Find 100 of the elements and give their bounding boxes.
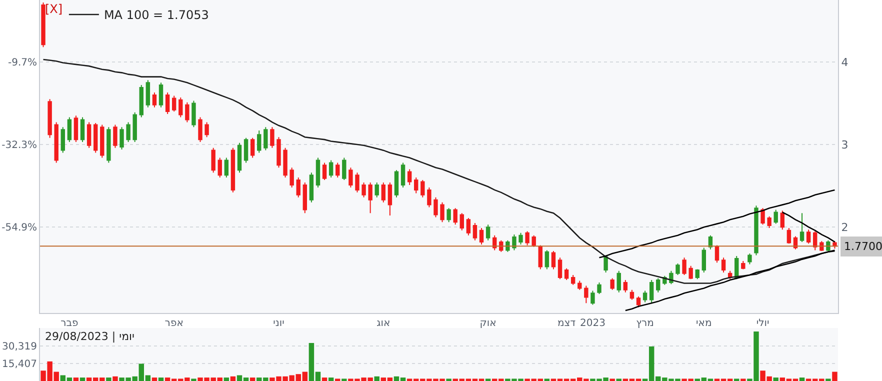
candlestick bbox=[630, 289, 634, 300]
candlestick bbox=[394, 170, 399, 198]
candlestick bbox=[786, 227, 792, 244]
candlestick bbox=[453, 208, 458, 226]
candlestick bbox=[224, 157, 229, 178]
candlestick bbox=[826, 240, 830, 252]
candlestick bbox=[486, 224, 490, 241]
candlestick bbox=[41, 2, 46, 48]
bar bbox=[799, 378, 805, 381]
candlestick bbox=[146, 80, 150, 108]
y2-tick-label: -9.7% bbox=[8, 57, 37, 68]
candlestick bbox=[597, 282, 602, 295]
candlestick bbox=[276, 136, 281, 168]
candlestick bbox=[800, 212, 804, 242]
annotation: [X] bbox=[45, 2, 63, 16]
candlestick bbox=[721, 257, 726, 274]
candlestick bbox=[355, 172, 360, 193]
candlestick bbox=[642, 290, 648, 303]
bar bbox=[230, 376, 236, 381]
candlestick bbox=[158, 82, 164, 108]
x-tick-label: פבר bbox=[60, 318, 78, 329]
candlestick bbox=[695, 268, 700, 280]
candlestick bbox=[532, 234, 536, 248]
candlestick bbox=[86, 122, 92, 148]
candlestick bbox=[414, 177, 418, 194]
candlestick bbox=[525, 230, 530, 246]
candlestick bbox=[322, 162, 327, 181]
line-series bbox=[598, 189, 836, 258]
candlestick bbox=[290, 167, 294, 188]
candlestick bbox=[551, 250, 556, 270]
candlestick bbox=[283, 147, 288, 178]
bar bbox=[374, 376, 380, 381]
candlestick bbox=[538, 244, 542, 270]
candlestick bbox=[296, 177, 300, 198]
candlestick bbox=[342, 157, 346, 181]
candlestick bbox=[682, 257, 686, 276]
x-tick-label: אוג bbox=[376, 318, 390, 329]
candlestick bbox=[400, 162, 406, 188]
candlestick bbox=[192, 100, 196, 128]
bar bbox=[328, 378, 334, 381]
candlestick bbox=[427, 186, 432, 208]
x-tick-label: מאי bbox=[696, 318, 712, 329]
candlestick bbox=[211, 147, 216, 174]
candlestick bbox=[381, 182, 386, 203]
candlestick bbox=[106, 126, 111, 164]
candlestick bbox=[656, 278, 660, 293]
candlestick bbox=[623, 279, 628, 293]
candlestick bbox=[806, 229, 811, 244]
candlestick bbox=[132, 112, 137, 143]
bar bbox=[224, 378, 230, 381]
ref-line-label: 1.7700 bbox=[844, 240, 882, 253]
candlestick bbox=[479, 227, 484, 245]
candlestick bbox=[420, 180, 425, 198]
candlestick bbox=[309, 172, 314, 203]
candlestick bbox=[590, 290, 595, 306]
candlestick bbox=[610, 278, 614, 290]
candlestick bbox=[676, 262, 680, 276]
candlestick bbox=[362, 182, 366, 198]
candlestick bbox=[100, 124, 104, 158]
candlestick bbox=[434, 196, 438, 218]
candlestick bbox=[440, 202, 444, 223]
bar bbox=[832, 372, 838, 381]
candlestick bbox=[813, 230, 818, 251]
y2-tick-label: -54.9% bbox=[2, 222, 37, 234]
candlestick bbox=[578, 280, 582, 290]
candlestick bbox=[564, 268, 569, 280]
x-tick-label: אפר bbox=[164, 318, 184, 329]
candlestick bbox=[741, 260, 746, 270]
candlestick bbox=[472, 222, 478, 241]
y-tick-label: 2 bbox=[841, 220, 848, 234]
candlestick bbox=[204, 122, 209, 138]
bar bbox=[73, 378, 79, 381]
candlestick bbox=[466, 218, 471, 236]
line-series bbox=[42, 58, 836, 284]
bar bbox=[322, 378, 328, 381]
bar bbox=[158, 378, 164, 381]
candlestick bbox=[702, 247, 706, 274]
line-series bbox=[782, 212, 836, 243]
legend-label: MA 100 = 1.7053 bbox=[104, 8, 209, 22]
line-series bbox=[624, 250, 836, 312]
candlestick bbox=[570, 274, 576, 286]
bar bbox=[112, 376, 118, 381]
candlestick bbox=[67, 116, 72, 143]
candlestick bbox=[54, 122, 58, 164]
candlestick bbox=[230, 147, 236, 193]
annotation: 29/08/2023 | יומי bbox=[45, 330, 134, 343]
y-tick-label: 15,407 bbox=[2, 358, 37, 370]
candlestick bbox=[218, 157, 222, 178]
candlestick bbox=[152, 92, 157, 108]
candlestick bbox=[185, 102, 190, 123]
candlestick bbox=[316, 157, 320, 188]
candlestick bbox=[558, 257, 562, 280]
candlestick bbox=[257, 130, 262, 154]
y-tick-label: 30,319 bbox=[2, 342, 37, 353]
candlestick bbox=[754, 205, 758, 256]
candlestick bbox=[302, 182, 308, 214]
candlestick bbox=[113, 124, 118, 148]
candlestick bbox=[178, 96, 183, 118]
candlestick bbox=[48, 98, 52, 138]
x-tick-label: דצמ bbox=[557, 318, 576, 329]
